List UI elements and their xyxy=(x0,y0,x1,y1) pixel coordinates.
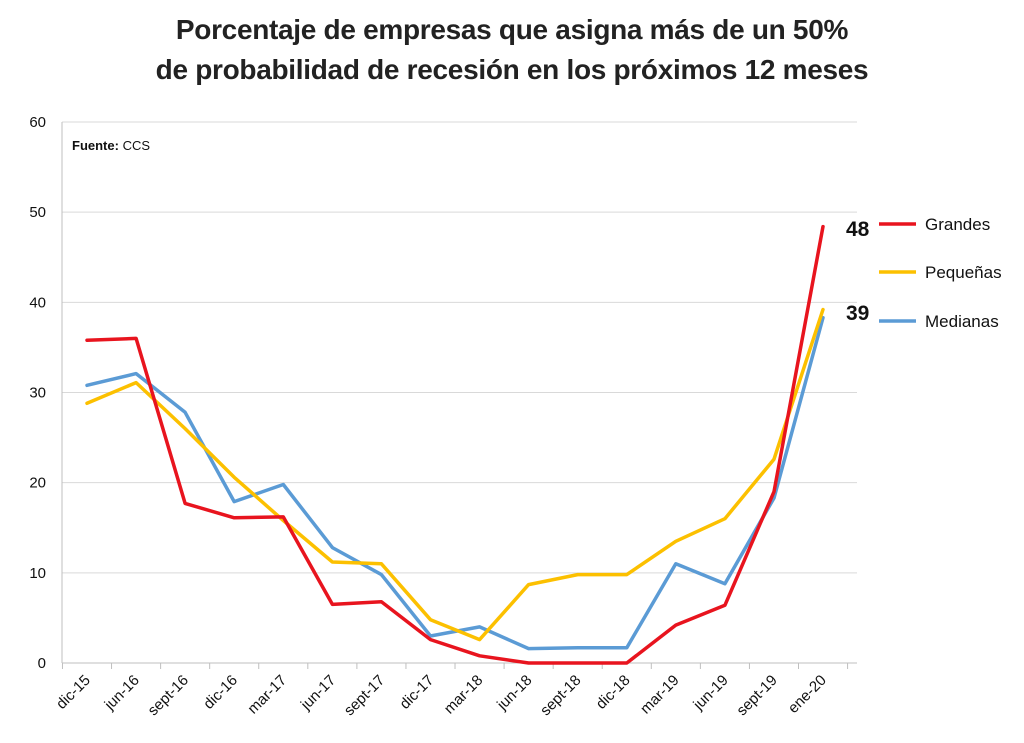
legend-label-2: Medianas xyxy=(925,312,999,331)
end-label-grandes: 48 xyxy=(846,218,870,241)
x-tick-label: jun-17 xyxy=(297,672,339,714)
series-line-1 xyxy=(85,307,825,642)
y-tick-label: 0 xyxy=(38,655,46,672)
x-tick-label: dic-18 xyxy=(593,672,634,713)
legend-label-1: Pequeñas xyxy=(925,263,1002,282)
x-tick-label: mar-19 xyxy=(637,672,683,718)
y-tick-label: 50 xyxy=(29,204,46,221)
y-tick-label: 60 xyxy=(29,114,46,131)
gridlines xyxy=(62,121,857,574)
x-tick-label: sept-19 xyxy=(733,672,780,719)
legend-label-0: Grandes xyxy=(925,215,990,234)
axes xyxy=(61,122,857,669)
x-tick-label: mar-18 xyxy=(441,672,487,718)
x-tick-label: dic-17 xyxy=(396,672,437,713)
source-note: Fuente: CCS xyxy=(72,138,150,153)
source-label: Fuente: xyxy=(72,138,119,153)
y-tick-label: 20 xyxy=(29,475,46,492)
x-tick-label: dic-15 xyxy=(53,672,94,713)
x-tick-label: sept-16 xyxy=(145,672,192,719)
end-label-pequenas: 39 xyxy=(846,302,869,325)
x-tick-label: sept-18 xyxy=(537,672,584,719)
chart-title-line-1: Porcentaje de empresas que asigna más de… xyxy=(175,14,849,45)
x-tick-label: dic-16 xyxy=(200,672,241,713)
y-tick-label: 30 xyxy=(29,385,46,402)
legend: Grandes Pequeñas Medianas xyxy=(879,215,1002,331)
x-tick-label: sept-17 xyxy=(341,672,388,719)
x-tick-label: mar-17 xyxy=(244,672,290,718)
series-line-0 xyxy=(85,224,825,665)
x-tick-label: jun-16 xyxy=(101,672,143,714)
x-tick-label: jun-19 xyxy=(690,672,732,714)
y-tick-label: 40 xyxy=(29,294,46,311)
x-tick-label: ene-20 xyxy=(785,672,830,717)
x-tick-label: jun-18 xyxy=(493,672,535,714)
chart-title-line-2: de probabilidad de recesión en los próxi… xyxy=(155,54,869,85)
source-value: CCS xyxy=(119,138,150,153)
series-lines xyxy=(85,224,825,665)
y-tick-label: 10 xyxy=(29,565,46,582)
